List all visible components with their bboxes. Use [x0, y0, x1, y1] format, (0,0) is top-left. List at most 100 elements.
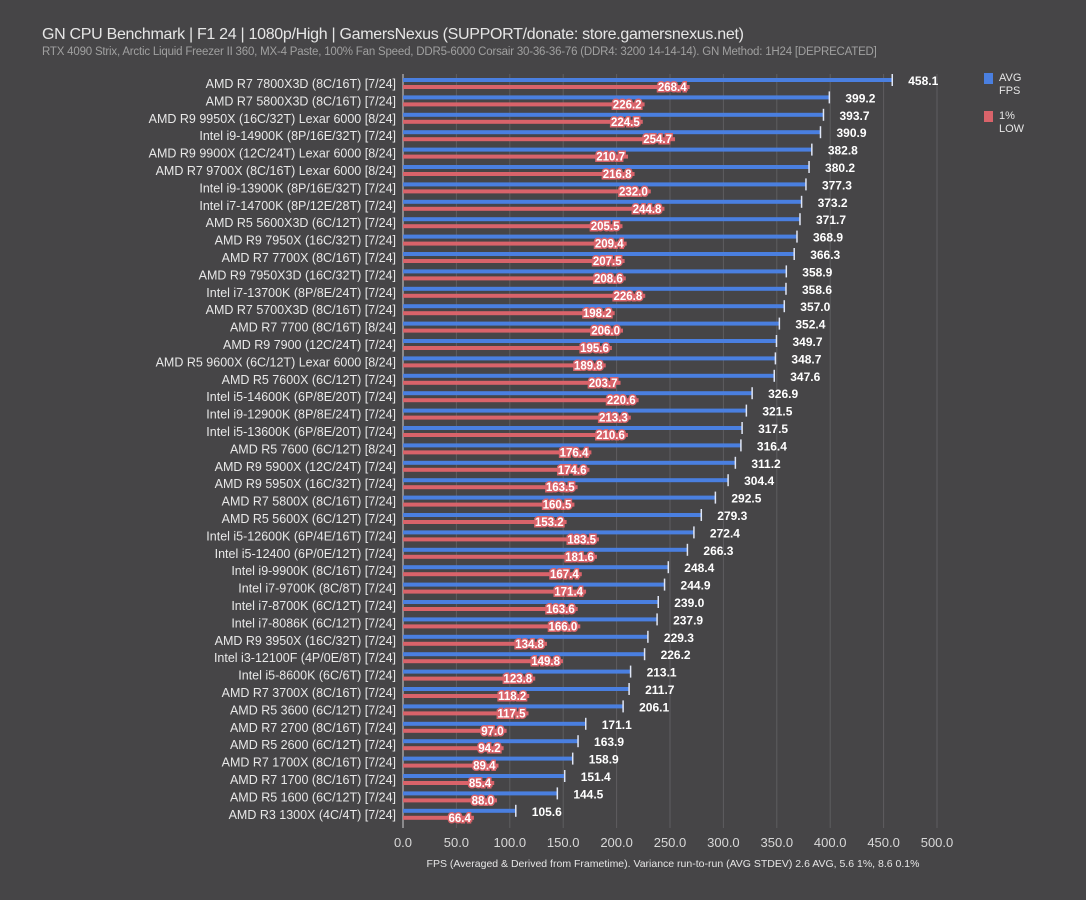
category-label: AMD R5 7600X (6C/12T) [7/24]	[222, 373, 396, 387]
data-label-avg: 373.2	[818, 196, 848, 210]
category-label: AMD R9 7900 (12C/24T) [7/24]	[223, 338, 396, 352]
data-label-avg: 390.9	[836, 126, 866, 140]
x-tick-label: 50.0	[444, 835, 469, 850]
category-label: AMD R7 1700 (8C/16T) [7/24]	[230, 773, 396, 787]
data-label-avg: 144.5	[573, 787, 603, 801]
bar-avg-fps	[403, 617, 658, 622]
category-label: AMD R5 2600 (6C/12T) [7/24]	[230, 738, 396, 752]
data-label-avg: 213.1	[647, 666, 677, 680]
category-label: Intel i7-9700K (8C/8T) [7/24]	[238, 582, 396, 596]
bar-avg-fps	[403, 321, 780, 326]
bar-avg-fps	[403, 112, 824, 117]
data-label-low: 213.3	[599, 413, 628, 425]
bar-1pct-low	[403, 676, 536, 681]
data-label-avg: 316.4	[757, 439, 787, 453]
data-label-avg: 239.0	[674, 596, 704, 610]
bar-1pct-low	[403, 346, 612, 350]
bar-avg-fps	[403, 339, 777, 343]
data-label-avg: 352.4	[795, 318, 825, 332]
data-label-low: 167.4	[550, 569, 579, 581]
bar-1pct-low	[403, 711, 529, 716]
bar-avg-fps	[403, 756, 573, 761]
data-label-low: 226.2	[613, 99, 642, 111]
x-tick-label: 0.0	[394, 835, 412, 850]
bar-1pct-low	[403, 450, 592, 455]
bar-1pct-low	[403, 189, 651, 194]
category-label: AMD R7 5800X (8C/16T) [7/24]	[222, 495, 396, 509]
data-label-low: 209.4	[595, 239, 624, 251]
legend: AVG FPS 1% LOW	[984, 72, 1039, 148]
data-label-avg: 248.4	[684, 561, 714, 575]
data-label-low: 210.6	[596, 430, 625, 442]
bar-avg-fps	[403, 165, 810, 169]
category-label: AMD R7 9700X (8C/16T) Lexar 6000 [8/24]	[156, 164, 396, 178]
data-label-low: 163.5	[546, 482, 575, 494]
x-axis-label: FPS (Averaged & Derived from Frametime).…	[427, 858, 920, 870]
bar-avg-fps	[403, 373, 775, 378]
bar-avg-fps	[403, 721, 586, 726]
data-label-low: 224.5	[611, 117, 640, 129]
bar-1pct-low	[403, 798, 497, 803]
data-label-low: 268.4	[658, 82, 687, 94]
bar-avg-fps	[403, 791, 558, 796]
category-label: AMD R9 9900X (12C/24T) Lexar 6000 [8/24]	[149, 147, 396, 161]
bar-avg-fps	[403, 78, 893, 82]
bar-1pct-low	[403, 554, 597, 559]
category-label: AMD R7 5700X3D (8C/16T) [7/24]	[206, 303, 396, 317]
bar-avg-fps	[403, 704, 624, 709]
bar-avg-fps	[403, 565, 669, 570]
category-label: AMD R7 7700X (8C/16T) [7/24]	[222, 251, 396, 265]
chart-title: GN CPU Benchmark | F1 24 | 1080p/High | …	[42, 26, 744, 43]
bar-avg-fps	[403, 95, 830, 100]
data-label-low: 66.4	[449, 813, 472, 825]
category-label: AMD R5 3600 (6C/12T) [7/24]	[230, 703, 396, 717]
category-label: AMD R5 5600X3D (6C/12T) [7/24]	[206, 216, 396, 230]
bar-avg-fps	[403, 286, 786, 291]
bar-1pct-low	[403, 607, 578, 611]
legend-label: FPS	[999, 85, 1021, 97]
bar-1pct-low	[403, 398, 639, 403]
bar-1pct-low	[403, 154, 629, 159]
data-label-avg: 237.9	[673, 613, 703, 627]
bar-avg-fps	[403, 408, 747, 413]
bar-avg-fps	[403, 669, 631, 674]
bar-1pct-low	[403, 467, 590, 472]
data-label-low: 85.4	[469, 778, 492, 790]
bar-avg-fps	[403, 808, 516, 813]
bar-avg-fps	[403, 269, 787, 274]
bar-avg-fps	[403, 634, 648, 639]
data-label-avg: 311.2	[751, 457, 781, 471]
data-label-avg: 393.7	[839, 109, 869, 123]
bar-1pct-low	[403, 659, 563, 664]
x-tick-label: 350.0	[761, 835, 794, 850]
category-label: Intel i5-8600K (6C/6T) [7/24]	[238, 669, 396, 683]
data-label-avg: 357.0	[800, 300, 830, 314]
data-label-low: 207.5	[593, 256, 622, 268]
data-label-low: 176.4	[560, 447, 589, 459]
bar-avg-fps	[403, 199, 802, 204]
category-label: AMD R7 7800X3D (8C/16T) [7/24]	[206, 77, 396, 91]
data-label-avg: 266.3	[703, 544, 733, 558]
bar-avg-fps	[403, 304, 785, 309]
data-label-avg: 279.3	[717, 509, 747, 523]
data-label-low: 171.4	[554, 587, 583, 599]
legend-swatch-low	[984, 111, 993, 122]
data-label-avg: 272.4	[710, 526, 740, 540]
bar-1pct-low	[403, 119, 643, 124]
bar-1pct-low	[403, 781, 495, 785]
category-label: AMD R9 7950X (16C/32T) [7/24]	[215, 234, 396, 248]
data-label-avg: 366.3	[810, 248, 840, 262]
bar-1pct-low	[403, 276, 626, 281]
x-tick-label: 500.0	[921, 835, 954, 850]
bar-avg-fps	[403, 478, 729, 483]
data-label-avg: 377.3	[822, 178, 852, 192]
data-label-low: 232.0	[619, 186, 648, 198]
data-label-low: 97.0	[481, 726, 503, 738]
bar-avg-fps	[403, 774, 565, 778]
category-label: Intel i7-8700K (6C/12T) [7/24]	[231, 599, 396, 613]
bar-avg-fps	[403, 252, 795, 256]
bar-1pct-low	[403, 694, 530, 698]
bar-1pct-low	[403, 589, 587, 594]
bar-1pct-low	[403, 206, 665, 211]
